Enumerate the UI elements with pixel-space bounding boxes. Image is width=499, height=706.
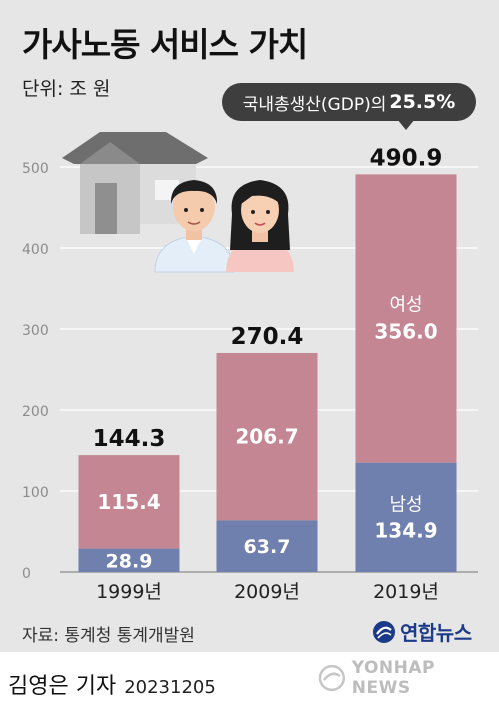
y-axis-ticks: 0 100 200 300 400 500	[22, 161, 49, 582]
x-axis-labels: 1999년 2009년 2019년	[96, 581, 439, 603]
y-tick-label: 0	[22, 566, 31, 582]
y-tick-label: 500	[22, 161, 49, 177]
yonhap-globe-icon	[373, 620, 395, 643]
total-label-1: 270.4	[231, 324, 304, 350]
total-label-0: 144.3	[93, 426, 166, 452]
gdp-callout-tail	[397, 119, 415, 130]
bar-female-1	[216, 352, 318, 521]
watermark: YONHAP NEWS	[318, 658, 499, 698]
total-labels: 144.3 270.4 490.9	[93, 145, 443, 452]
watermark-globe-icon	[318, 664, 346, 692]
unit-label: 단위: 조 원	[22, 78, 111, 100]
y-tick-label: 300	[22, 323, 49, 339]
x-tick-label-0: 1999년	[96, 581, 162, 603]
y-tick-label: 400	[22, 242, 49, 258]
byline: 김영은 기자 20231205	[8, 668, 216, 700]
x-tick-label-2: 2019년	[373, 581, 439, 603]
yonhap-logo-text: 연합뉴스	[400, 621, 472, 645]
y-tick-label: 200	[22, 404, 49, 420]
data-label-female-1: 206.7	[235, 425, 298, 449]
bar-male-0	[78, 548, 180, 572]
x-tick-label-1: 2009년	[234, 581, 300, 603]
bar-series	[78, 174, 457, 572]
data-label-female-2: 356.0	[374, 320, 437, 344]
source-note: 자료: 통계청 통계개발원	[22, 626, 195, 646]
total-label-2: 490.9	[370, 145, 443, 171]
gdp-callout-value: 25.5%	[389, 91, 456, 113]
chart: 0 100 200 300 400 500 115.4 28.9 206.7 63.7 여성 356…	[22, 132, 478, 603]
woman-avatar	[226, 180, 294, 272]
bar-female-2	[355, 174, 457, 463]
data-label-female-0: 115.4	[97, 490, 160, 514]
data-label-male-2: 134.9	[374, 518, 437, 542]
byline-date: 20231205	[124, 677, 216, 698]
data-label-male-0: 28.9	[106, 550, 153, 572]
bar-female-0	[78, 455, 180, 549]
y-tick-label: 100	[22, 485, 49, 501]
gdp-callout-prefix: 국내총생산(GDP)의	[242, 94, 387, 115]
gdp-callout: 국내총생산(GDP)의 25.5%	[222, 83, 476, 121]
data-label-male-1: 63.7	[244, 536, 291, 558]
chart-title: 가사노동 서비스 가치	[22, 25, 308, 64]
byline-author: 김영은 기자	[8, 674, 117, 699]
yonhap-logo: 연합뉴스	[372, 617, 472, 646]
series-name-male: 남성	[389, 494, 422, 515]
series-name-female: 여성	[389, 295, 422, 316]
bar-male-1	[216, 520, 318, 572]
segment-labels: 115.4 28.9 206.7 63.7 여성 356.0 남성 134.9	[97, 295, 437, 573]
man-avatar	[154, 180, 235, 273]
bar-male-2	[355, 462, 457, 572]
watermark-text: YONHAP NEWS	[351, 658, 435, 698]
